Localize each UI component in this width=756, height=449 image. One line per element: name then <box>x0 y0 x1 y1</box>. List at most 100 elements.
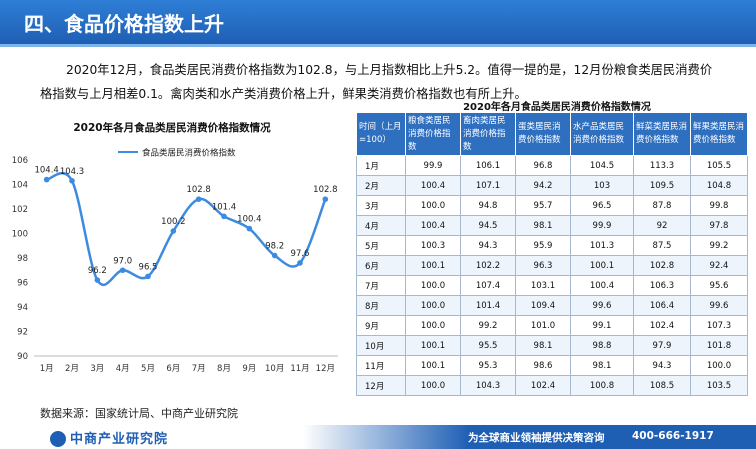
y-tick-label: 100 <box>12 230 28 240</box>
table-cell: 101.3 <box>570 235 634 256</box>
table-cell-month: 4月 <box>356 215 406 236</box>
table-row: 1月 99.9 106.1 96.8 104.5 113.3 105.5 <box>356 155 748 176</box>
table-cell: 103.5 <box>690 375 748 396</box>
table-cell-month: 9月 <box>356 315 406 336</box>
table-cell: 101.8 <box>690 335 748 356</box>
table-cell: 99.1 <box>570 315 634 336</box>
table-header-cell: 鲜果类居民消费价格指数 <box>690 112 748 156</box>
footer-logo: 中商产业研究院 <box>50 428 168 448</box>
table-row: 5月 100.3 94.3 95.9 101.3 87.5 99.2 <box>356 235 748 256</box>
x-tick-label: 9月 <box>242 364 256 374</box>
x-tick-label: 2月 <box>65 364 79 374</box>
data-label: 104.4 <box>34 166 58 176</box>
table-row: 8月 100.0 101.4 109.4 99.6 106.4 99.6 <box>356 295 748 316</box>
table-cell-month: 1月 <box>356 155 406 176</box>
table-cell: 100.8 <box>570 375 634 396</box>
data-label: 102.8 <box>186 185 210 195</box>
table-body: 1月 99.9 106.1 96.8 104.5 113.3 105.5 2月 100.4 107… <box>356 155 748 396</box>
table-cell: 104.5 <box>570 155 634 176</box>
table-cell-month: 7月 <box>356 275 406 296</box>
table-cell: 100.0 <box>405 295 461 316</box>
table-cell: 100.0 <box>690 355 748 376</box>
table-cell-month: 8月 <box>356 295 406 316</box>
table-cell: 101.0 <box>515 315 571 336</box>
data-point <box>170 228 177 234</box>
data-label: 104.3 <box>60 167 84 177</box>
table-cell: 107.4 <box>460 275 516 296</box>
table-cell: 87.8 <box>633 195 691 216</box>
table-cell: 98.8 <box>570 335 634 356</box>
table-cell-month: 6月 <box>356 255 406 276</box>
data-point <box>246 225 253 232</box>
x-tick-label: 11月 <box>290 364 309 374</box>
x-axis: 1月 2月 3月 4月 5月 6月 7月 8月 9月 10月 11月 12月 <box>34 355 338 374</box>
price-index-table: 时间（上月=100） 粮食类居民消费价格指数 畜肉类居民消费价格指数 蛋类居民消… <box>356 112 748 396</box>
table-cell: 100.3 <box>405 235 461 256</box>
table-cell: 95.3 <box>460 355 516 376</box>
data-label: 100.4 <box>237 215 261 225</box>
table-row: 11月 100.1 95.3 98.6 98.1 94.3 100.0 <box>356 355 748 376</box>
table-cell: 100.1 <box>405 255 461 276</box>
footer-bar: 中商产业研究院 为全球商业领袖提供决策咨询 400-666-1917 <box>0 425 756 449</box>
table-cell: 96.5 <box>570 195 634 216</box>
y-tick-label: 98 <box>17 254 28 264</box>
table-cell: 94.3 <box>460 235 516 256</box>
table-cell: 97.8 <box>690 215 748 236</box>
footer-slogan: 为全球商业领袖提供决策咨询 <box>468 432 605 444</box>
table-header-cell: 蛋类居民消费价格指数 <box>515 112 571 156</box>
data-labels: 104.4 104.396.297.096.5100.2102.8101.4100… <box>34 166 337 276</box>
table-cell: 101.4 <box>460 295 516 316</box>
chart-legend: 食品类居民消费价格指数 <box>118 148 236 159</box>
table-header-cell: 粮食类居民消费价格指数 <box>405 112 461 156</box>
x-tick-label: 4月 <box>116 364 130 374</box>
table-cell: 100.1 <box>405 335 461 356</box>
table-cell: 109.5 <box>633 175 691 196</box>
table-cell: 92 <box>633 215 691 236</box>
y-tick-label: 96 <box>17 279 28 289</box>
x-tick-label: 12月 <box>316 364 335 374</box>
data-label: 102.8 <box>313 185 337 195</box>
table-cell: 94.3 <box>633 355 691 376</box>
table-cell: 95.5 <box>460 335 516 356</box>
table-cell: 100.1 <box>405 355 461 376</box>
data-label: 101.4 <box>212 202 236 212</box>
data-label: 96.2 <box>88 266 107 276</box>
table-cell: 106.1 <box>460 155 516 176</box>
table-cell: 95.7 <box>515 195 571 216</box>
table-cell: 108.5 <box>633 375 691 396</box>
table-cell: 94.8 <box>460 195 516 216</box>
table-cell: 106.4 <box>633 295 691 316</box>
table-row: 2月 100.4 107.1 94.2 103 109.5 104.8 <box>356 175 748 196</box>
table-row: 12月 100.0 104.3 102.4 100.8 108.5 103.5 <box>356 375 748 396</box>
table-cell: 99.9 <box>405 155 461 176</box>
table-cell: 102.4 <box>633 315 691 336</box>
table-cell: 99.6 <box>570 295 634 316</box>
x-tick-label: 6月 <box>166 364 180 374</box>
x-tick-label: 3月 <box>90 364 104 374</box>
table-cell: 107.1 <box>460 175 516 196</box>
table-cell: 102.4 <box>515 375 571 396</box>
table-cell: 96.3 <box>515 255 571 276</box>
table-cell: 99.2 <box>460 315 516 336</box>
data-label: 97.0 <box>113 256 132 266</box>
table-cell: 100.0 <box>405 315 461 336</box>
data-point <box>145 273 151 280</box>
table-cell: 107.3 <box>690 315 748 336</box>
table-cell: 94.2 <box>515 175 571 196</box>
data-point <box>221 213 227 220</box>
table-cell: 99.6 <box>690 295 748 316</box>
table-header-row: 时间（上月=100） 粮食类居民消费价格指数 畜肉类居民消费价格指数 蛋类居民消… <box>356 112 748 156</box>
table-row: 7月 100.0 107.4 103.1 100.4 106.3 95.6 <box>356 275 748 296</box>
table-cell: 87.5 <box>633 235 691 256</box>
table-cell: 98.1 <box>515 215 571 236</box>
table-header-cell: 鲜菜类居民消费价格指数 <box>633 112 691 156</box>
table-cell: 113.3 <box>633 155 691 176</box>
table-cell: 104.3 <box>460 375 516 396</box>
table-cell: 98.1 <box>515 335 571 356</box>
data-label: 97.6 <box>291 249 310 259</box>
y-tick-label: 94 <box>17 303 28 313</box>
table-cell-month: 12月 <box>356 375 406 396</box>
data-point <box>271 252 278 259</box>
y-tick-label: 106 <box>12 156 28 166</box>
header-bar: 四、食品价格指数上升 <box>0 0 756 44</box>
